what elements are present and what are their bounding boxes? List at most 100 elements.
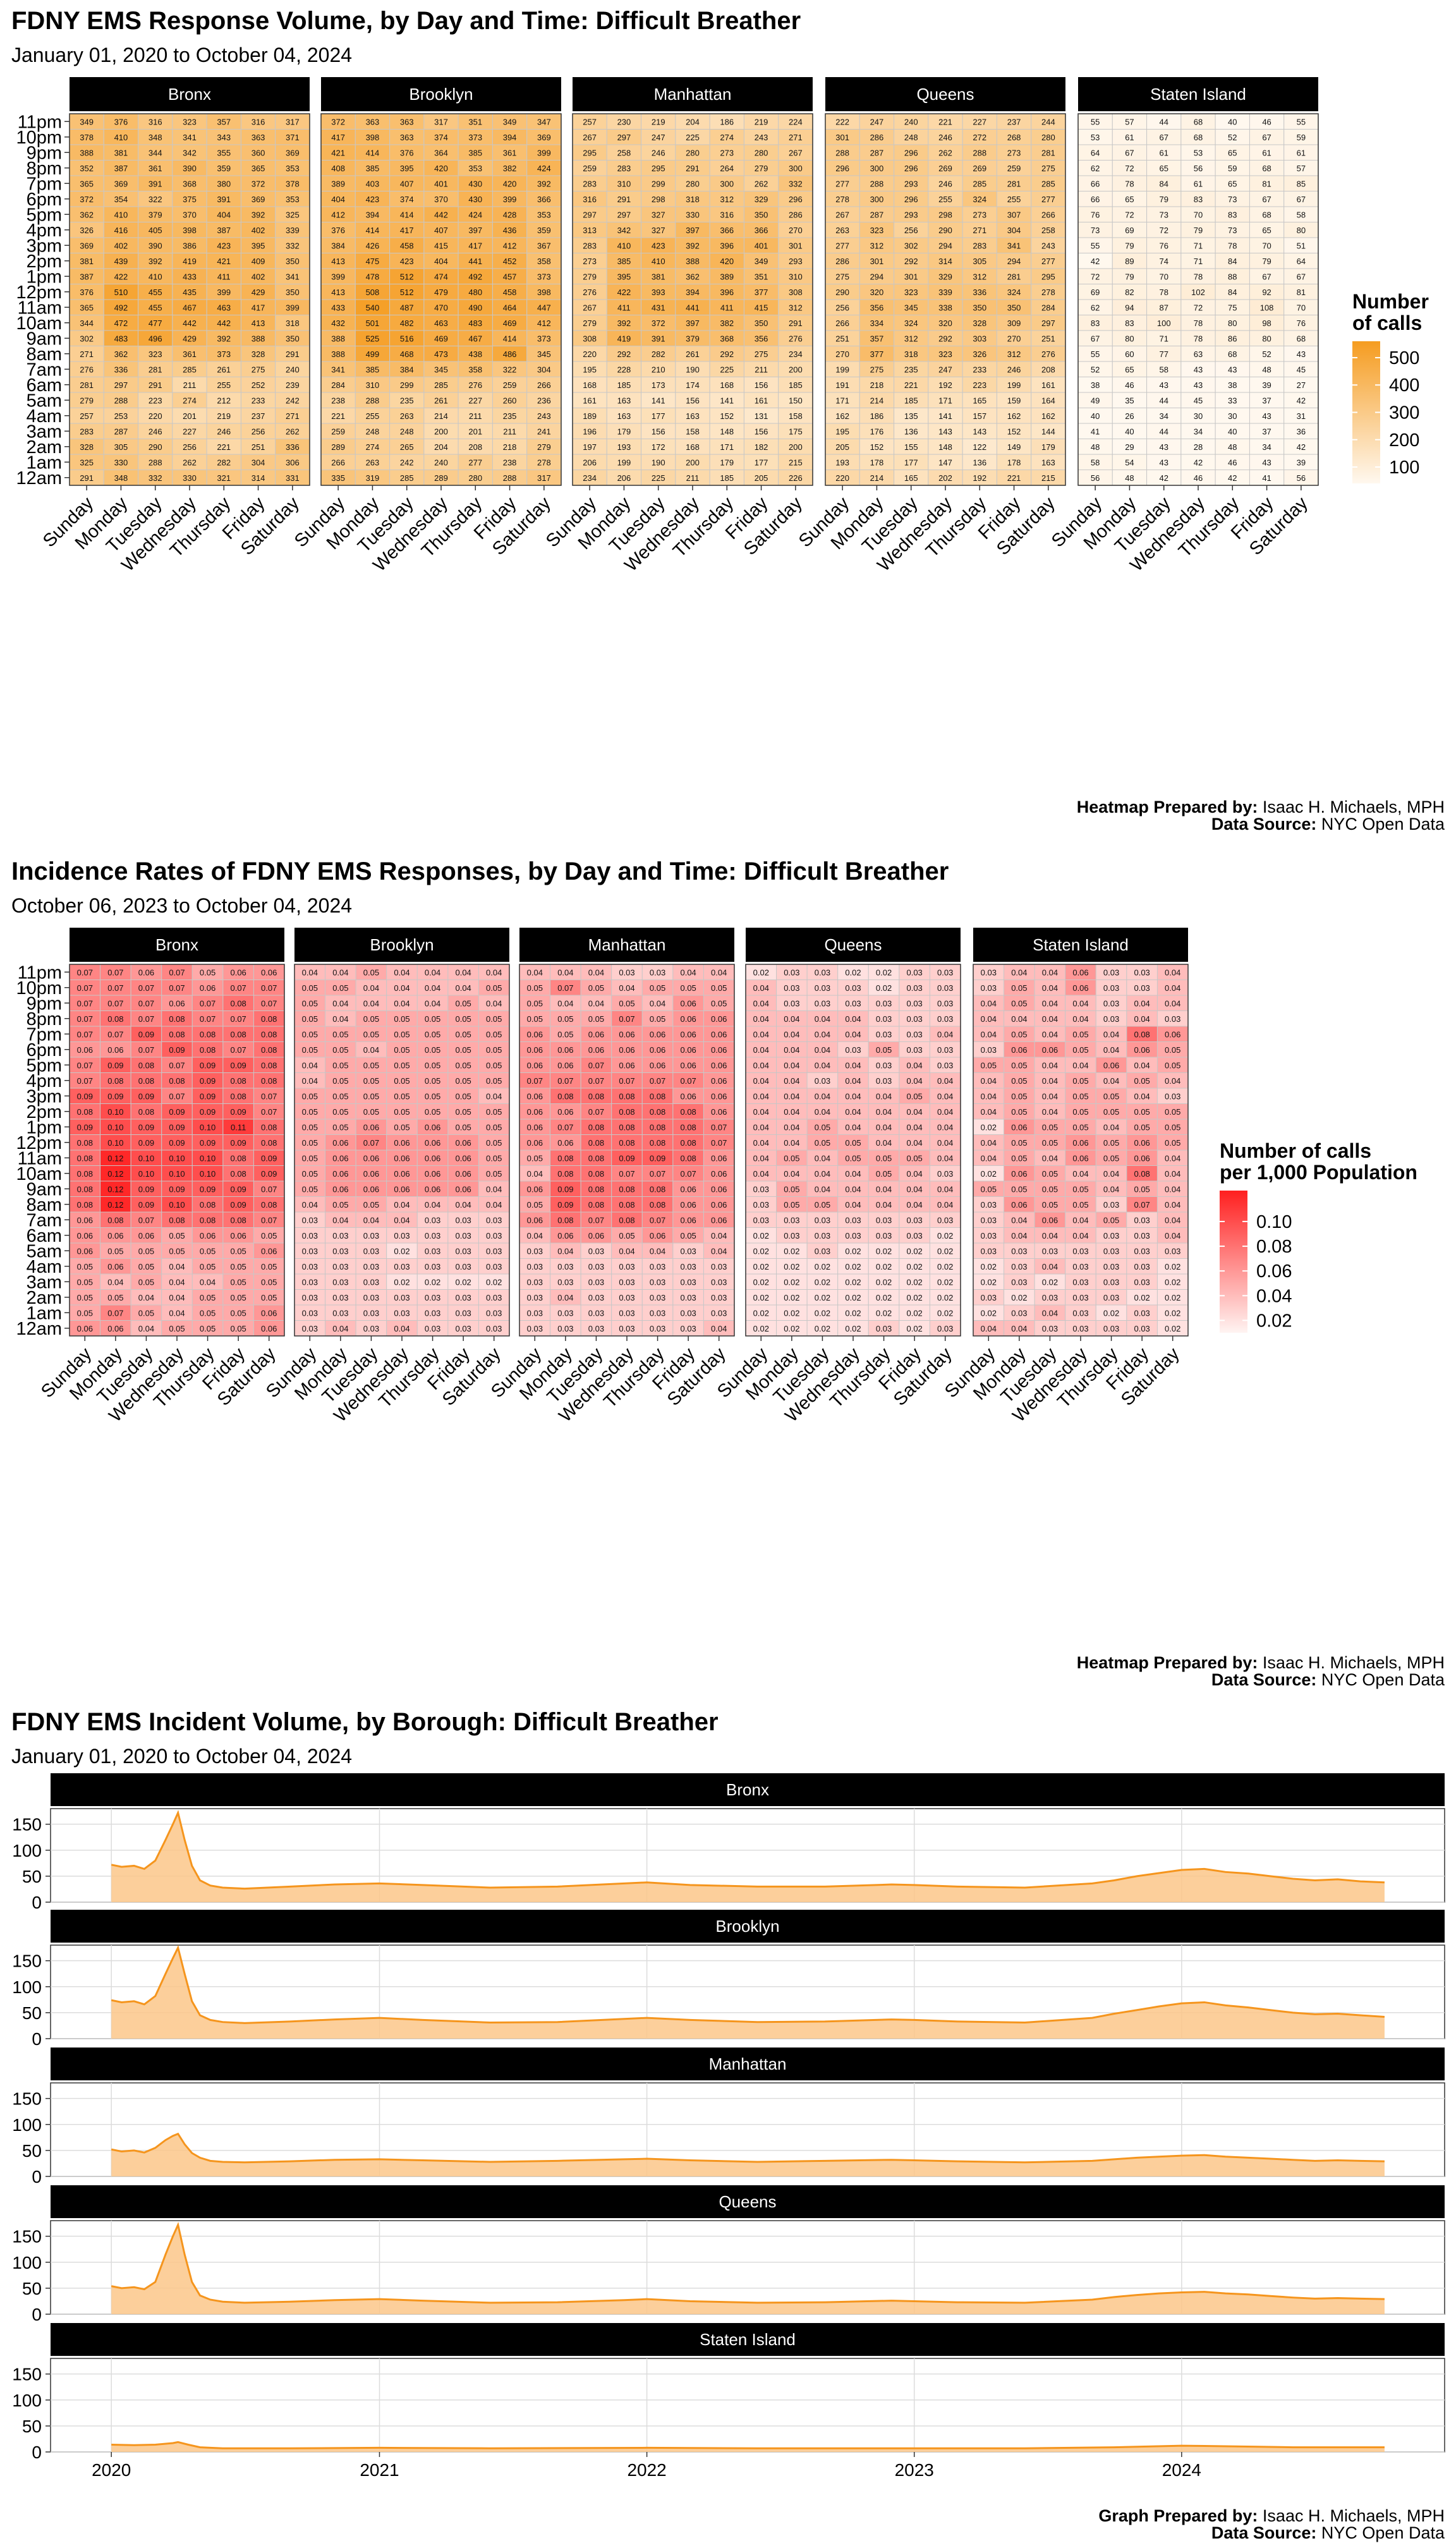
- rates-cell-value: 0.10: [169, 1169, 185, 1179]
- area-y-tick-label: 150: [12, 2227, 42, 2247]
- calls-cell-value: 261: [434, 396, 448, 405]
- rates-cell-value: 0.05: [650, 983, 665, 993]
- calls-cell-value: 323: [149, 349, 162, 359]
- rates-cell-value: 0.05: [425, 1045, 440, 1055]
- calls-cell: [69, 408, 104, 424]
- calls-cell-value: 276: [583, 288, 597, 297]
- rates-cell-value: 0.07: [77, 983, 93, 993]
- rates-cell-value: 0.06: [680, 1029, 696, 1039]
- calls-cell: [240, 268, 276, 284]
- calls-cell-value: 196: [583, 427, 597, 436]
- calls-cell-value: 42: [1194, 458, 1203, 467]
- rates-cell-value: 0.09: [107, 1060, 123, 1070]
- calls-cell: [206, 129, 241, 145]
- calls-cell-value: 267: [789, 148, 803, 157]
- calls-cell-value: 192: [938, 380, 952, 390]
- calls-cell-value: 222: [835, 117, 849, 126]
- calls-cell-value: 266: [331, 458, 345, 467]
- rates-cell-value: 0.04: [1072, 1231, 1088, 1241]
- calls-cell-value: 255: [1007, 195, 1021, 204]
- rates-cell-value: 0.09: [138, 1138, 154, 1148]
- rates-cell-value: 0.08: [230, 1076, 246, 1086]
- rates-cell-value: 0.07: [261, 1091, 277, 1101]
- calls-cell-value: 305: [114, 442, 128, 452]
- calls-cell-value: 412: [331, 210, 345, 219]
- rates-cell-value: 0.06: [1011, 1200, 1027, 1210]
- calls-cell-value: 297: [617, 133, 631, 142]
- calls-cell-value: 157: [973, 411, 986, 421]
- calls-cell-value: 43: [1159, 458, 1168, 467]
- rates-cell-value: 0.05: [425, 1029, 440, 1039]
- rates-cell-value: 0.04: [1042, 1262, 1058, 1271]
- rates-cell-value: 0.04: [753, 1014, 769, 1024]
- calls-cell-value: 429: [252, 288, 265, 297]
- rates-cell-value: 0.07: [619, 1014, 634, 1024]
- rates-cell-value: 0.03: [455, 1215, 471, 1225]
- calls-cell-value: 332: [149, 473, 162, 483]
- rates-cell-value: 0.04: [302, 968, 318, 977]
- rates-cell-value: 0.04: [1011, 1324, 1027, 1333]
- calls-strip-brooklyn: [321, 77, 561, 111]
- calls-cell-value: 108: [1260, 303, 1274, 312]
- calls-cell-value: 34: [1262, 442, 1271, 452]
- rates-cell-value: 0.05: [363, 1091, 379, 1101]
- rates-cell-value: 0.03: [937, 998, 953, 1008]
- rates-cell-value: 0.05: [486, 1014, 502, 1024]
- calls-cell-value: 179: [720, 458, 734, 467]
- calls-cell-value: 291: [149, 380, 162, 390]
- calls-cell-value: 385: [366, 164, 380, 173]
- calls-cell-value: 292: [720, 349, 734, 359]
- rates-cell-value: 0.07: [588, 1215, 604, 1225]
- rates-cell-value: 0.07: [200, 1014, 215, 1024]
- calls-cell-value: 211: [469, 411, 482, 421]
- incident-volume-panels: Bronx050100150Brooklyn050100150Manhattan…: [12, 1773, 1445, 2480]
- rates-cell-value: 0.05: [1011, 1029, 1027, 1039]
- rates-cell-value: 0.05: [1011, 1076, 1027, 1086]
- calls-cell: [275, 346, 310, 362]
- calls-cell-value: 287: [870, 148, 884, 157]
- incident-volume-section: FDNY EMS Incident Volume, by Borough: Di…: [11, 1708, 1445, 2542]
- calls-cell-value: 392: [252, 210, 265, 219]
- calls-cell-value: 385: [468, 148, 482, 157]
- rates-cell-value: 0.04: [302, 1076, 318, 1086]
- rates-cell-value: 0.05: [486, 1122, 502, 1132]
- calls-cell-value: 255: [366, 411, 380, 421]
- calls-cell-value: 259: [331, 427, 345, 436]
- calls-cell-value: 402: [114, 241, 128, 250]
- calls-cell-value: 381: [652, 272, 665, 281]
- area-y-tick-label: 0: [32, 2167, 42, 2187]
- area-strip-label: Queens: [719, 2192, 776, 2211]
- calls-cell: [172, 408, 207, 424]
- rates-cell-value: 0.06: [527, 1215, 543, 1225]
- rates-cell-value: 0.03: [650, 1277, 665, 1287]
- calls-cell: [320, 408, 356, 424]
- rates-cell-value: 0.06: [711, 1091, 727, 1101]
- calls-cell-value: 242: [286, 396, 300, 405]
- calls-cell-value: 163: [617, 396, 631, 405]
- rates-cell-value: 0.02: [1165, 1262, 1180, 1271]
- calls-cell-value: 230: [617, 117, 631, 126]
- rates-cell-value: 0.06: [527, 1107, 543, 1117]
- calls-cell-value: 176: [870, 427, 884, 436]
- rates-cell-value: 0.06: [332, 1184, 348, 1194]
- calls-cell-value: 417: [331, 133, 345, 142]
- calls-cell: [526, 253, 562, 269]
- calls-cell-value: 219: [652, 117, 665, 126]
- calls-cell-value: 277: [1041, 195, 1055, 204]
- calls-cell-value: 246: [1007, 365, 1021, 374]
- rates-cell-value: 0.04: [906, 1060, 922, 1070]
- calls-cell-value: 72: [1159, 226, 1168, 235]
- rates-cell-value: 0.03: [650, 968, 665, 977]
- rates-cell-value: 0.06: [711, 1107, 727, 1117]
- calls-heatmap-title: FDNY EMS Response Volume, by Day and Tim…: [11, 7, 801, 35]
- rates-cell-value: 0.02: [845, 1277, 861, 1287]
- calls-cell-value: 467: [183, 303, 197, 312]
- calls-cell-value: 185: [720, 473, 734, 483]
- rates-cell-value: 0.05: [711, 998, 727, 1008]
- calls-cell-value: 314: [938, 257, 952, 266]
- calls-cell-value: 78: [1159, 288, 1168, 297]
- calls-cell-value: 276: [1041, 349, 1055, 359]
- rates-cell-value: 0.03: [527, 1246, 543, 1256]
- rates-cell-value: 0.03: [981, 1045, 997, 1055]
- calls-cell-value: 70: [1262, 241, 1271, 250]
